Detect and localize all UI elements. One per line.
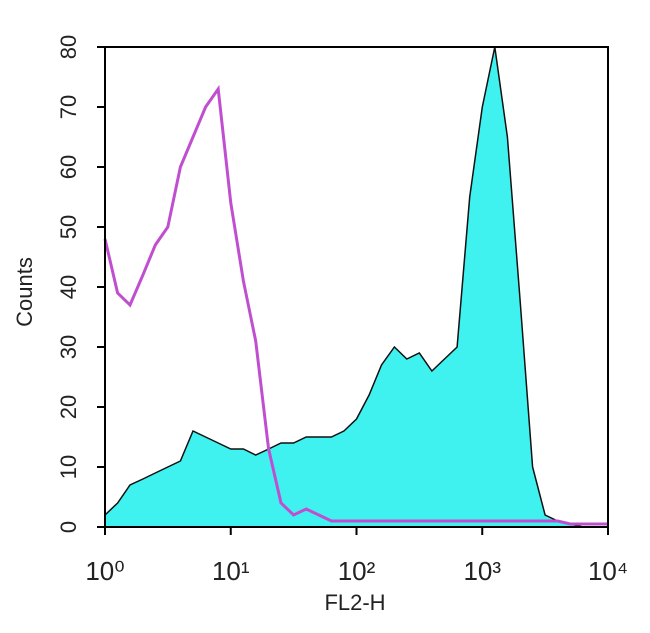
area: [104, 46, 608, 528]
y-tick-label: 70: [56, 95, 81, 119]
y-tick-label: 50: [56, 215, 81, 239]
y-tick-label: 10: [56, 455, 81, 479]
x-axis-label: FL2-H: [324, 590, 385, 615]
y-tick-label: 0: [56, 521, 81, 533]
x-tick-label: 10¹: [212, 556, 250, 586]
y-tick-label: 20: [56, 395, 81, 419]
y-tick-label: 80: [56, 35, 81, 59]
line: [103, 84, 608, 526]
y-axis-label: Counts: [12, 257, 37, 327]
x-tick-label: 10⁰: [85, 556, 124, 586]
x-tick-label: 10⁴: [588, 556, 628, 586]
y-tick-label: 60: [56, 155, 81, 179]
y-tick-label: 40: [56, 275, 81, 299]
y-tick-label: 30: [56, 335, 81, 359]
x-tick-label: 10²: [338, 556, 376, 586]
x-tick-label: 10³: [463, 556, 501, 586]
